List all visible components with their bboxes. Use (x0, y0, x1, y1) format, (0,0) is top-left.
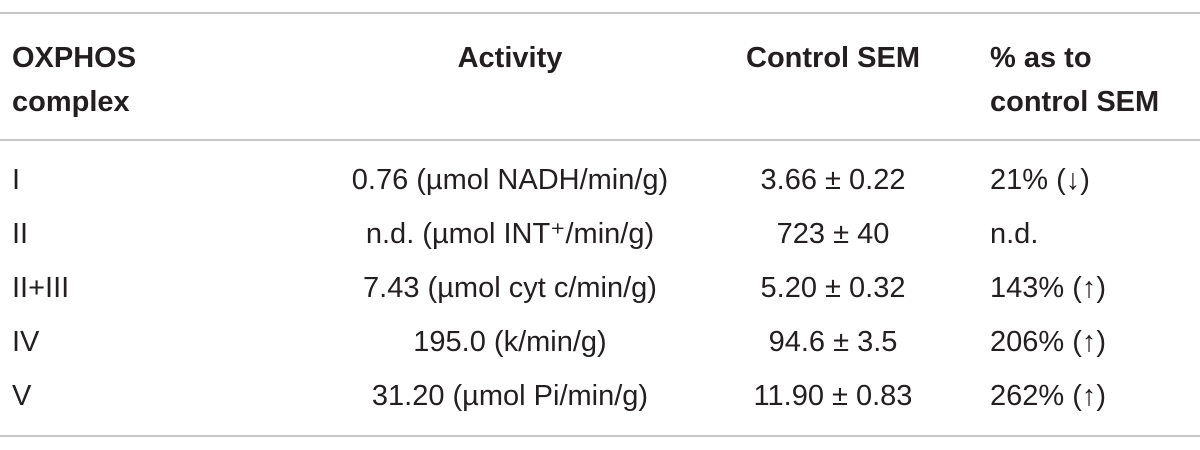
row-2-control: 723 ± 40 (776, 218, 890, 250)
header-control: Control SEM (746, 42, 920, 74)
row-4-control: 94.6 ± 3.5 (768, 326, 898, 358)
row-2-percent: n.d. (990, 218, 1039, 250)
row-4-percent: 206% (↑) (990, 326, 1107, 358)
row-2-activity: n.d. (µmol INT⁺/min/g) (365, 218, 655, 250)
row-1-activity: 0.76 (µmol NADH/min/g) (351, 164, 669, 196)
row-5-percent: 262% (↑) (990, 380, 1107, 412)
header-activity: Activity (457, 42, 563, 74)
row-1-complex: I (12, 164, 21, 196)
row-5-activity: 31.20 (µmol Pi/min/g) (371, 380, 649, 412)
header-complex: OXPHOS complex (12, 42, 137, 118)
table-bottom-rule (0, 435, 1200, 437)
row-4-complex: IV (12, 326, 40, 358)
table-top-rule (0, 12, 1200, 14)
table-header-rule (0, 139, 1200, 141)
row-3-control: 5.20 ± 0.32 (760, 272, 906, 304)
row-3-complex: II+III (12, 272, 70, 304)
row-5-complex: V (12, 380, 32, 412)
row-3-activity: 7.43 (µmol cyt c/min/g) (363, 272, 657, 304)
row-2-complex: II (12, 218, 29, 250)
row-3-percent: 143% (↑) (990, 272, 1107, 304)
row-1-control: 3.66 ± 0.22 (760, 164, 906, 196)
header-percent: % as to control SEM (990, 42, 1160, 118)
row-4-activity: 195.0 (k/min/g) (413, 326, 607, 358)
row-1-percent: 21% (↓) (990, 164, 1090, 196)
row-5-control: 11.90 ± 0.83 (753, 380, 913, 412)
